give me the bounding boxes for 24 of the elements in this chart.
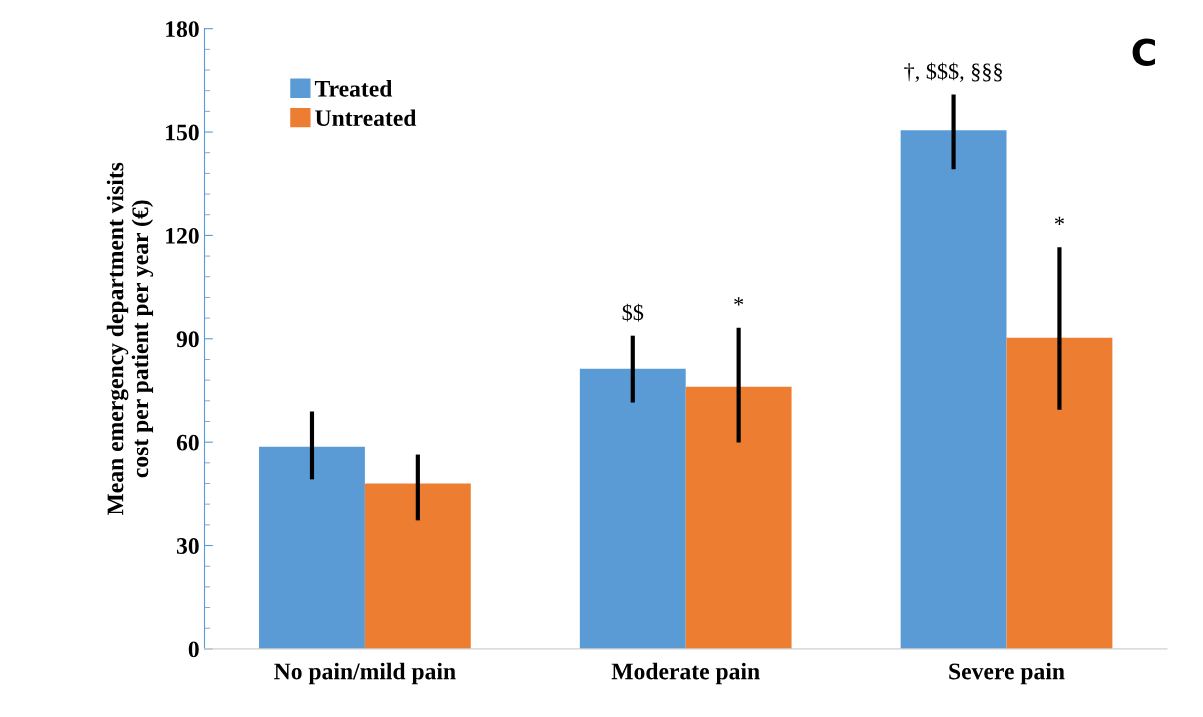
x-tick-label: Severe pain [949,662,1065,685]
annotation: * [1054,216,1064,225]
bar [1006,337,1113,649]
x-tick-label: Moderate pain [611,662,760,685]
y-tick-label: 0 [188,641,199,658]
x-tick-label: No pain/mild pain [274,662,456,685]
bar [900,130,1007,649]
annotation: †, $$$, §§§ [904,62,1002,83]
bar [579,368,686,649]
y-tick-label: 180 [166,21,199,38]
bar [259,446,365,649]
y-tick-label: 60 [176,434,199,451]
bar [364,483,471,649]
y-tick-label: 30 [176,538,199,554]
bar [685,386,792,649]
annotation: C [1132,38,1155,66]
y-axis-title: Mean emergency department visits cost per patient per year (€) [106,162,154,516]
y-tick-label: 150 [166,124,199,141]
y-tick-label: 120 [166,227,199,244]
legend-label: Untreated [315,109,417,127]
legend-label: Treated [314,80,393,97]
annotation: $$ [622,303,644,322]
y-tick-label: 90 [176,331,199,348]
annotation: * [734,297,744,306]
